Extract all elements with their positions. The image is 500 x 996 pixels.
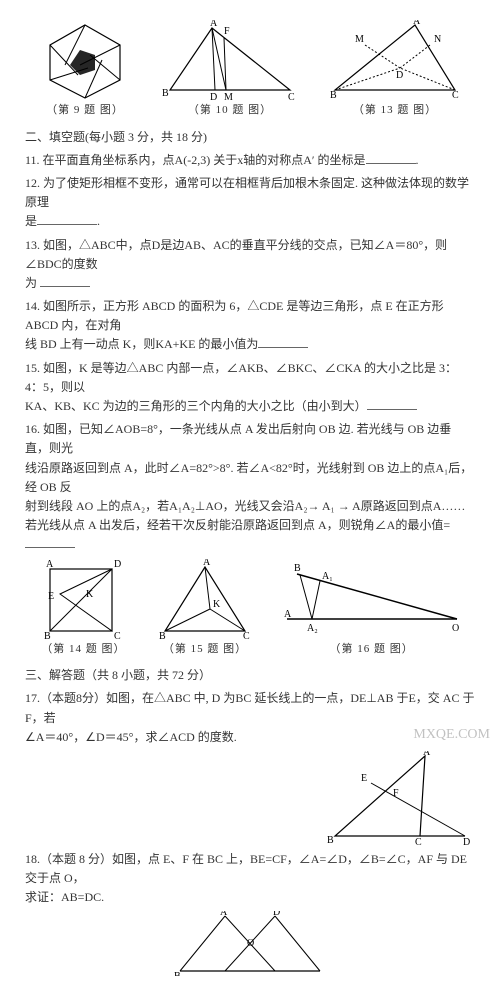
q16-text: 16. 如图，已知∠AOB=8°，一条光线从点 A 发出后射向 OB 边. 若光… — [25, 420, 475, 458]
svg-text:O: O — [452, 623, 459, 634]
fig14-caption: （第 14 题 图） — [41, 641, 125, 659]
svg-text:M: M — [355, 34, 364, 45]
svg-text:A: A — [220, 911, 228, 918]
svg-text:D: D — [210, 92, 217, 100]
q16-text3: 射到线段 AO 上的点A₂，若A₁A₂⊥AO，光线又会沿A₂→ A₁ → A原路… — [25, 497, 475, 516]
svg-text:O: O — [247, 938, 254, 949]
figure-10: A F B D M C （第 10 题 图） — [160, 20, 300, 120]
figure-18-wrap: A O D B — [25, 911, 475, 976]
svg-text:D: D — [463, 837, 470, 846]
q12-text: 12. 为了使矩形相框不变形，通常可以在相框背后加根木条固定. 这种做法体现的数… — [25, 174, 475, 212]
svg-text:A₁: A₁ — [322, 571, 333, 582]
svg-text:C: C — [288, 92, 295, 100]
svg-text:F: F — [393, 788, 399, 799]
fig15-caption: （第 15 题 图） — [163, 641, 247, 659]
svg-text:E: E — [48, 591, 54, 602]
svg-text:B: B — [159, 631, 166, 639]
q16-text4: 若光线从点 A 出发后，经若干次反射能沿原路返回到点 A，则锐角∠A的最小值= — [25, 518, 450, 532]
question-16: 16. 如图，已知∠AOB=8°，一条光线从点 A 发出后射向 OB 边. 若光… — [25, 420, 475, 554]
blank — [258, 335, 308, 348]
svg-text:A: A — [210, 20, 218, 29]
svg-text:A: A — [413, 20, 421, 27]
figure-14: A D E K B C （第 14 题 图） — [38, 559, 128, 659]
svg-text:A: A — [284, 609, 292, 620]
square-14-icon: A D E K B C — [38, 559, 128, 639]
figure-row-mid: A D E K B C （第 14 题 图） A K B C （第 15 题 图… — [25, 559, 475, 659]
svg-text:K: K — [86, 589, 94, 600]
triangle-17-icon: A E F B C D — [325, 751, 475, 846]
question-14: 14. 如图所示，正方形 ABCD 的面积为 6，△CDE 是等边三角形，点 E… — [25, 297, 475, 355]
q14-text2: 线 BD 上有一动点 K，则KA+KE 的最小值为 — [25, 337, 258, 351]
svg-text:B: B — [294, 563, 301, 574]
question-18: 18.（本题 8 分）如图，点 E、F 在 BC 上，BE=CF，∠A=∠D，∠… — [25, 850, 475, 908]
svg-text:D: D — [114, 559, 121, 570]
reflection-16-icon: B A₁ A A₂ O — [282, 559, 462, 639]
q11-text: 11. 在平面直角坐标系内，点A(-2,3) 关于x轴的对称点A′ 的坐标是 — [25, 153, 366, 167]
svg-text:C: C — [415, 837, 422, 846]
section-fill-heading: 二、填空题(每小题 3 分，共 18 分) — [25, 128, 475, 147]
blank — [367, 397, 417, 410]
question-17: 17.（本题8分）如图，在△ABC 中, D 为BC 延长线上的一点，DE⊥AB… — [25, 689, 475, 747]
question-13: 13. 如图，△ABC中，点D是边AB、AC的垂直平分线的交点，已知∠A＝80°… — [25, 236, 475, 294]
figure-9: （第 9 题 图） — [40, 20, 130, 120]
svg-text:A: A — [46, 559, 54, 570]
svg-text:B: B — [162, 88, 169, 99]
q16-text2: 线沿原路返回到点 A，此时∠A=82°>8°. 若∠A<82°时，光线射到 OB… — [25, 459, 475, 497]
q15-text: 15. 如图，K 是等边△ABC 内部一点，∠AKB、∠BKC、∠CKA 的大小… — [25, 359, 475, 397]
svg-text:F: F — [224, 26, 230, 37]
q13-text2: 为 — [25, 276, 37, 290]
triangle-15-icon: A K B C — [155, 559, 255, 639]
svg-text:K: K — [213, 599, 221, 610]
svg-text:C: C — [243, 631, 250, 639]
q14-text: 14. 如图所示，正方形 ABCD 的面积为 6，△CDE 是等边三角形，点 E… — [25, 297, 475, 335]
blank — [25, 535, 75, 548]
question-11: 11. 在平面直角坐标系内，点A(-2,3) 关于x轴的对称点A′ 的坐标是. — [25, 151, 475, 170]
figure-16: B A₁ A A₂ O （第 16 题 图） — [282, 559, 462, 659]
svg-text:C: C — [452, 90, 459, 100]
svg-text:A₂: A₂ — [307, 623, 318, 634]
svg-text:D: D — [273, 911, 280, 918]
q13-text: 13. 如图，△ABC中，点D是边AB、AC的垂直平分线的交点，已知∠A＝80°… — [25, 236, 475, 274]
svg-text:B: B — [327, 835, 334, 846]
triangle-13-icon: A M N B D C — [330, 20, 460, 100]
svg-text:B: B — [44, 631, 51, 639]
question-15: 15. 如图，K 是等边△ABC 内部一点，∠AKB、∠BKC、∠CKA 的大小… — [25, 359, 475, 417]
fig9-caption: （第 9 题 图） — [46, 102, 124, 120]
q17-text2: ∠A＝40°，∠D＝45°，求∠ACD 的度数. — [25, 728, 475, 747]
svg-text:E: E — [361, 773, 367, 784]
figure-13: A M N B D C （第 13 题 图） — [330, 20, 460, 120]
q15-text2: KA、KB、KC 为边的三角形的三个内角的大小之比（由小到大） — [25, 399, 367, 413]
blank — [366, 151, 416, 164]
q17-text: 17.（本题8分）如图，在△ABC 中, D 为BC 延长线上的一点，DE⊥AB… — [25, 689, 475, 727]
blank — [40, 274, 90, 287]
figure-15: A K B C （第 15 题 图） — [155, 559, 255, 659]
svg-text:N: N — [434, 34, 441, 45]
svg-text:A: A — [203, 559, 211, 568]
q18-text2: 求证：AB=DC. — [25, 888, 475, 907]
fig10-caption: （第 10 题 图） — [188, 102, 272, 120]
fig13-caption: （第 13 题 图） — [353, 102, 437, 120]
figure-17-wrap: A E F B C D — [25, 751, 475, 846]
q18-text: 18.（本题 8 分）如图，点 E、F 在 BC 上，BE=CF，∠A=∠D，∠… — [25, 850, 475, 888]
svg-text:A: A — [423, 751, 431, 758]
svg-text:B: B — [174, 971, 181, 976]
question-12: 12. 为了使矩形相框不变形，通常可以在相框背后加根木条固定. 这种做法体现的数… — [25, 174, 475, 232]
triangle-18-icon: A O D B — [170, 911, 330, 976]
fig16-caption: （第 16 题 图） — [330, 641, 414, 659]
svg-text:B: B — [330, 90, 337, 100]
svg-text:D: D — [396, 70, 403, 81]
hexagon-icon — [40, 20, 130, 100]
figure-row-top: （第 9 题 图） A F B D M C （第 10 题 图） A M N B — [25, 20, 475, 120]
svg-text:M: M — [224, 92, 233, 100]
blank — [37, 212, 97, 225]
triangle-10-icon: A F B D M C — [160, 20, 300, 100]
svg-text:C: C — [114, 631, 121, 639]
section-answer-heading: 三、解答题（共 8 小题，共 72 分） — [25, 666, 475, 685]
q12-text2: 是 — [25, 214, 37, 228]
